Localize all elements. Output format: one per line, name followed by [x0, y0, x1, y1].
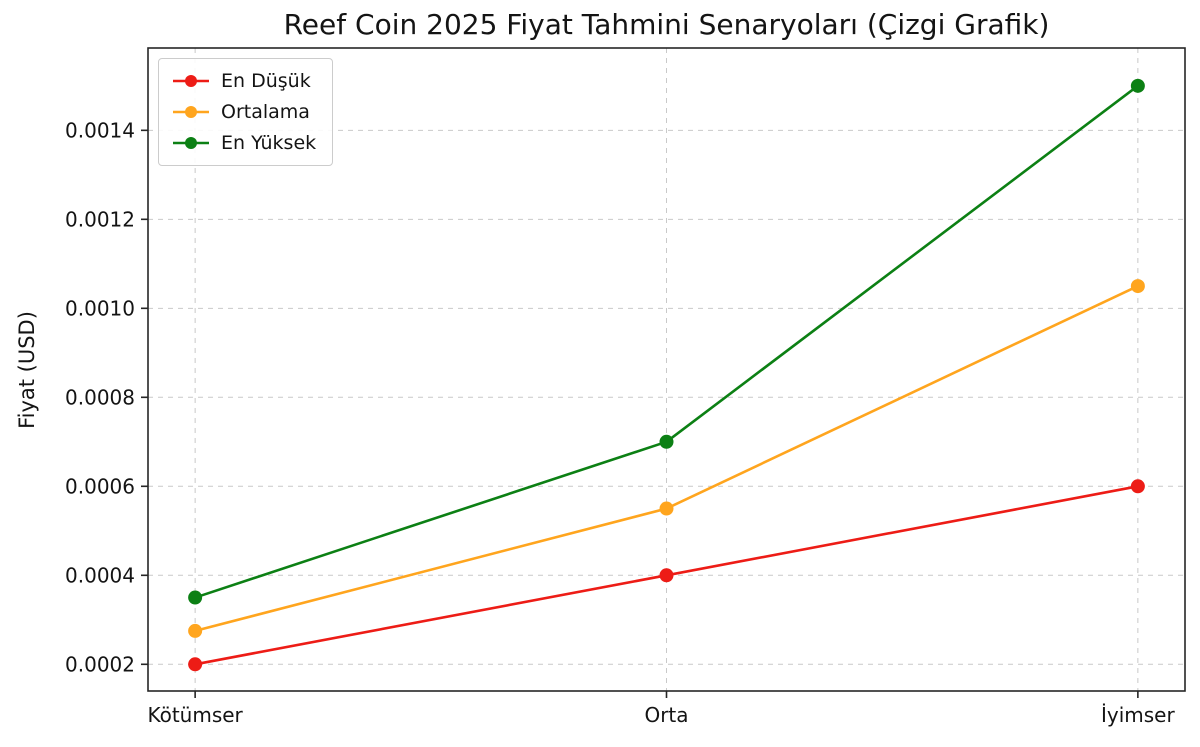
- y-tick-label: 0.0004: [65, 563, 135, 587]
- legend-row: En Yüksek: [171, 132, 316, 154]
- y-tick-label: 0.0002: [65, 652, 135, 676]
- x-tick-label: Orta: [644, 703, 688, 727]
- legend-marker-icon: [173, 137, 209, 149]
- y-tick-label: 0.0014: [65, 118, 135, 142]
- chart-title: Reef Coin 2025 Fiyat Tahmini Senaryoları…: [283, 8, 1050, 41]
- legend-dot: [185, 137, 197, 149]
- legend-row: En Düşük: [171, 70, 316, 92]
- legend-dot: [185, 75, 197, 87]
- x-tick-label: Kötümser: [147, 703, 243, 727]
- gridlines: [148, 48, 1185, 691]
- data-point-marker: [1130, 479, 1145, 494]
- legend-marker-icon: [173, 106, 209, 118]
- legend-row: Ortalama: [171, 101, 316, 123]
- legend: En Düşük Ortalama En Yüksek: [158, 58, 334, 166]
- data-point-marker: [1130, 78, 1145, 93]
- legend-marker-icon: [173, 75, 209, 87]
- legend-label: En Yüksek: [221, 132, 317, 154]
- y-tick-label: 0.0008: [65, 385, 135, 409]
- data-point-marker: [188, 623, 203, 638]
- legend-dot: [185, 106, 197, 118]
- y-tick-label: 0.0006: [65, 474, 135, 498]
- y-tick-label: 0.0010: [65, 296, 135, 320]
- data-point-marker: [659, 568, 674, 583]
- data-point-marker: [188, 657, 203, 672]
- data-point-marker: [188, 590, 203, 605]
- data-point-marker: [1130, 279, 1145, 294]
- axes: 0.0002 0.0004 0.0006 0.0008 0.0010 0.0012 0.00…: [65, 47, 1186, 727]
- legend-label: En Düşük: [221, 70, 311, 92]
- x-tick-label: İyimser: [1101, 703, 1175, 727]
- y-tick-label: 0.0012: [65, 207, 135, 231]
- data-point-marker: [659, 434, 674, 449]
- legend-label: Ortalama: [221, 101, 310, 123]
- series-group: [188, 78, 1145, 672]
- data-point-marker: [659, 501, 674, 516]
